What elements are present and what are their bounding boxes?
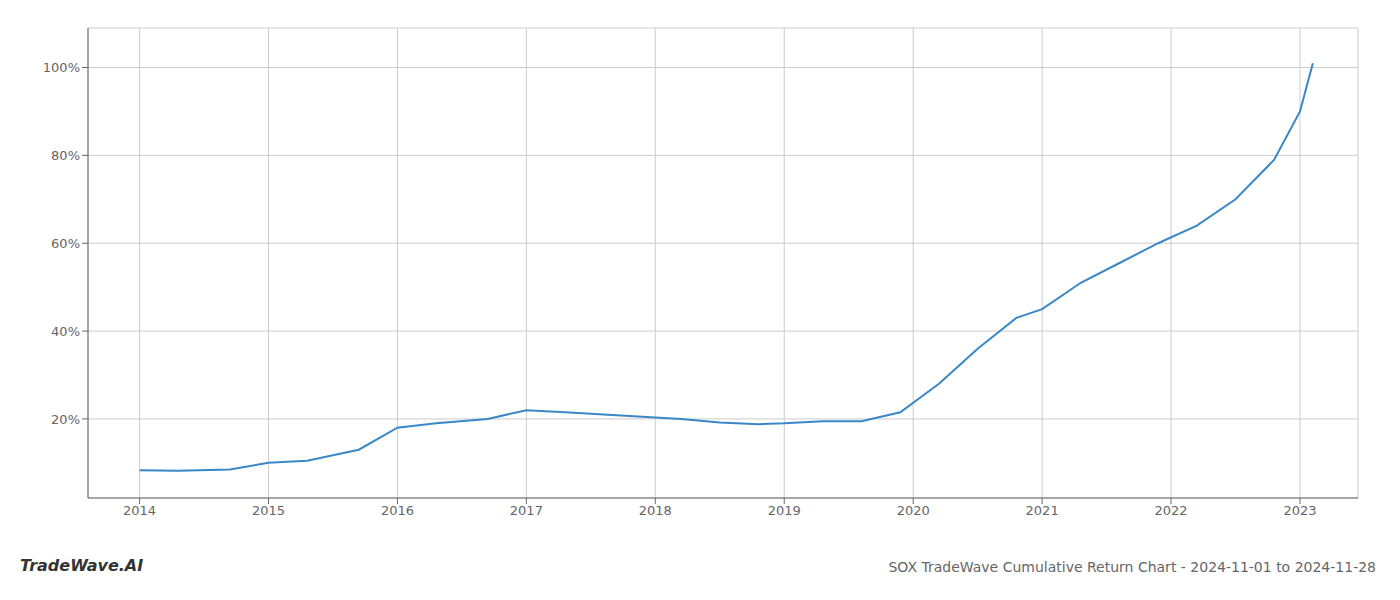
- svg-text:2014: 2014: [123, 503, 156, 518]
- svg-text:60%: 60%: [51, 236, 80, 251]
- svg-text:2020: 2020: [897, 503, 930, 518]
- svg-text:2022: 2022: [1154, 503, 1187, 518]
- svg-text:2017: 2017: [510, 503, 543, 518]
- html-text:TradeWave.AI: TradeWave.AI: [20, 556, 144, 575]
- svg-text:2015: 2015: [252, 503, 285, 518]
- svg-text:80%: 80%: [51, 148, 80, 163]
- svg-text:2018: 2018: [639, 503, 672, 518]
- svg-text:2023: 2023: [1283, 503, 1316, 518]
- svg-text:20%: 20%: [51, 412, 80, 427]
- svg-text:2021: 2021: [1026, 503, 1059, 518]
- svg-text:2019: 2019: [768, 503, 801, 518]
- svg-text:100%: 100%: [43, 60, 80, 75]
- svg-text:40%: 40%: [51, 324, 80, 339]
- html-text:SOX TradeWave Cumulative Retur: SOX TradeWave Cumulative Return Chart - …: [888, 559, 1376, 575]
- svg-text:2016: 2016: [381, 503, 414, 518]
